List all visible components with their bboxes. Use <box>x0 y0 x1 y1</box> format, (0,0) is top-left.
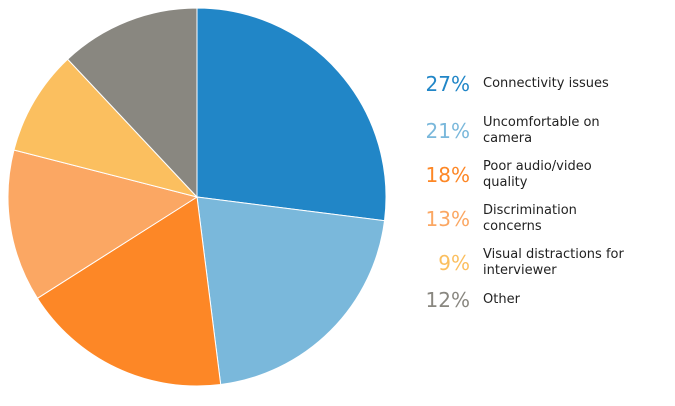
pie-slice-visual-distractions <box>13 58 199 198</box>
legend-percent: 13% <box>425 207 470 231</box>
legend-percent: 18% <box>425 163 470 187</box>
legend-item-visual-distractions: 9% Visual distractions for interviewer <box>410 247 633 279</box>
legend-item-discrimination: 13% Discrimination concerns <box>410 203 633 235</box>
legend-percent: 21% <box>425 119 470 143</box>
legend-label: Visual distractions for interviewer <box>483 247 624 278</box>
legend-percent: 12% <box>425 288 470 312</box>
legend-label: Connectivity issues <box>483 76 609 91</box>
pie-slice-discrimination <box>7 149 199 299</box>
pie-slice-uncomfortable <box>196 196 386 386</box>
legend-item-uncomfortable: 21% Uncomfortable on camera <box>410 115 633 147</box>
legend-percent: 9% <box>438 251 470 275</box>
legend-label: Discrimination concerns <box>483 203 577 234</box>
legend-label: Poor audio/video quality <box>483 159 592 190</box>
pie-slice-connectivity <box>196 7 387 222</box>
legend-percent: 27% <box>425 72 470 96</box>
legend-label: Other <box>483 292 520 307</box>
legend-item-audio-video: 18% Poor audio/video quality <box>410 159 633 191</box>
legend-item-connectivity: 27% Connectivity issues <box>410 72 633 96</box>
pie-slices <box>7 7 387 387</box>
legend-item-other: 12% Other <box>410 288 633 312</box>
legend-label: Uncomfortable on camera <box>483 115 600 146</box>
pie-slice-audio-video <box>36 196 222 387</box>
pie-slice-other <box>66 7 198 199</box>
